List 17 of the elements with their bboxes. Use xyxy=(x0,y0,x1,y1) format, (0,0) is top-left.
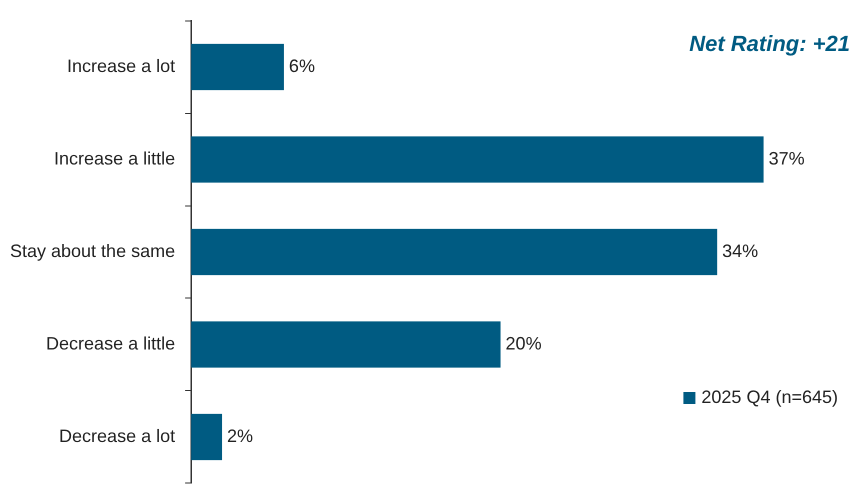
bar xyxy=(191,44,284,90)
y-tick-label: Decrease a little xyxy=(46,333,176,354)
annotation: Net Rating: +21 xyxy=(689,31,850,56)
y-tick-label: Increase a little xyxy=(54,148,176,168)
data-label: 2% xyxy=(227,426,254,446)
data-label: 6% xyxy=(288,56,315,76)
bar xyxy=(191,136,764,183)
y-tick-label: Increase a lot xyxy=(67,56,176,76)
bar xyxy=(191,228,718,276)
y-tick-label: Stay about the same xyxy=(10,240,176,261)
data-label: 34% xyxy=(722,240,758,261)
bar xyxy=(191,414,222,460)
legend-label: 2025 Q4 (n=645) xyxy=(701,386,838,407)
bar xyxy=(191,321,501,368)
y-tick-label: Decrease a lot xyxy=(59,426,176,446)
data-label: 20% xyxy=(506,333,542,354)
data-label: 37% xyxy=(768,148,805,168)
